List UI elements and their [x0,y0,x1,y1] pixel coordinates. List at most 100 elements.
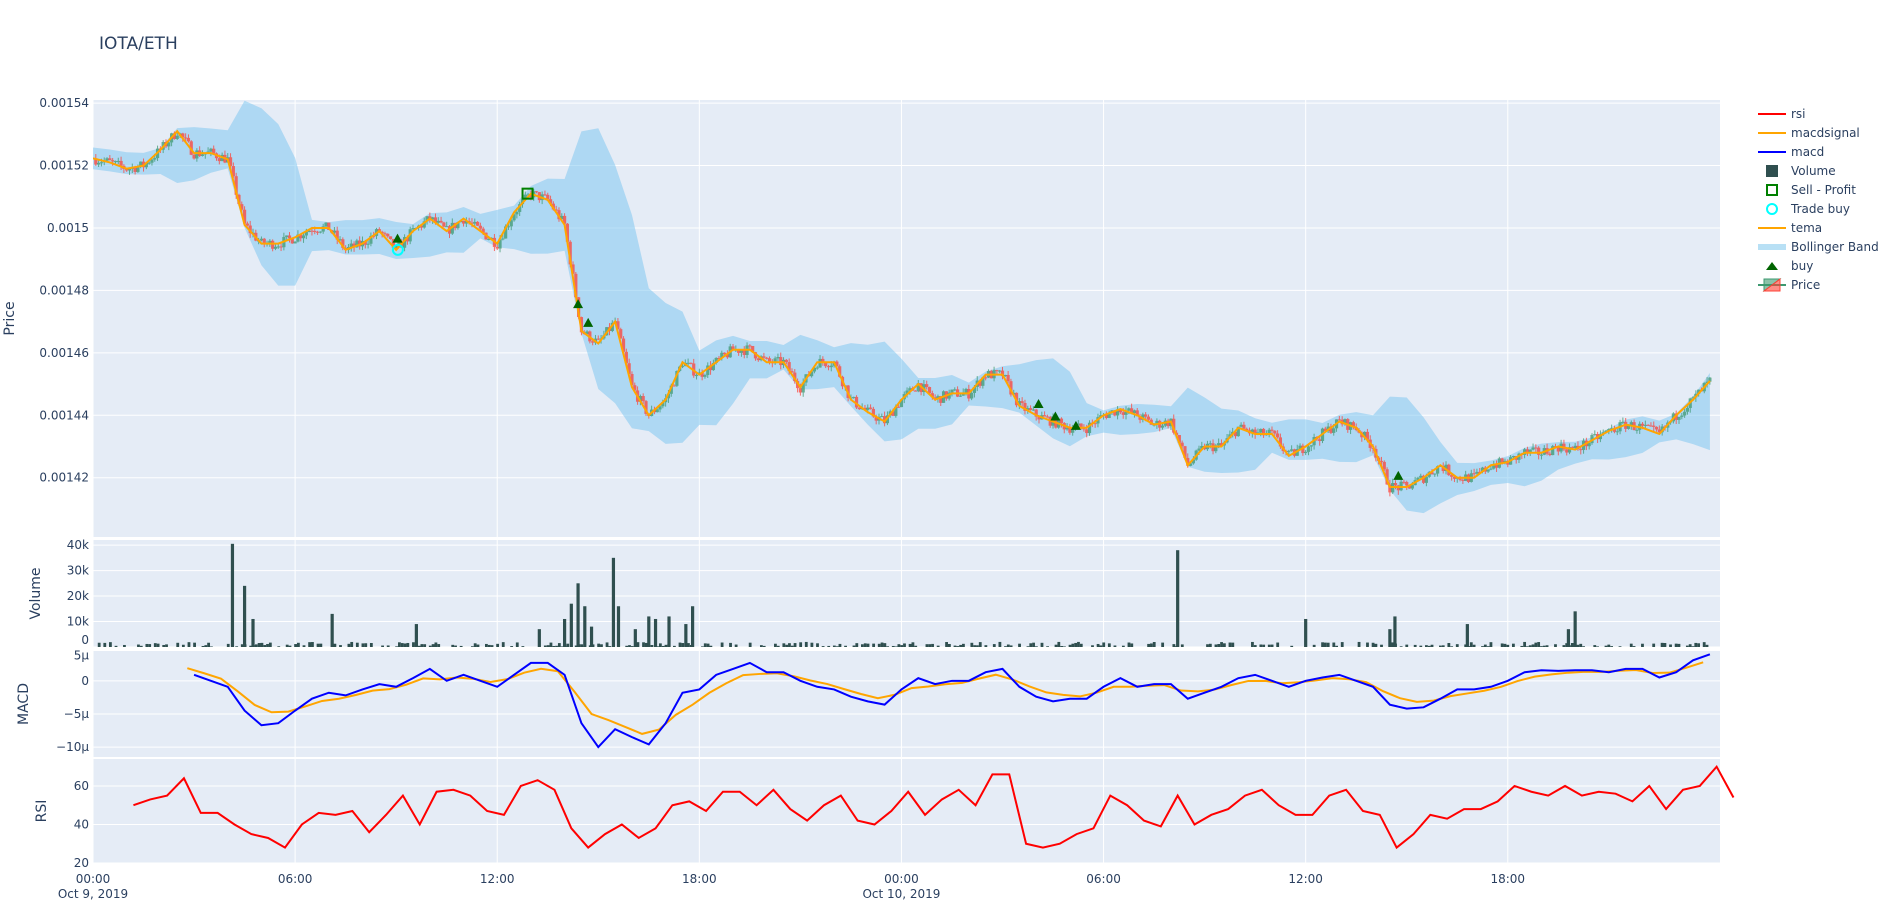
legend-label: buy [1791,259,1813,273]
candle [953,387,957,392]
volume-bar [552,645,556,647]
volume-bar [414,624,418,647]
volume-bar [658,643,662,647]
volume-bar [650,645,654,647]
volume-bar [1113,645,1117,647]
candle [641,393,645,405]
volume-bar [395,646,399,647]
legend-label: Trade buy [1790,202,1850,216]
legend-item-macdsignal[interactable]: macdsignal [1758,126,1860,140]
volume-bar [1641,643,1644,647]
volume-bar [201,645,205,647]
candle [1017,398,1021,410]
volume-bar [431,644,435,647]
volume-bar [970,642,974,647]
macd-y-tick-label: 0 [81,674,89,688]
candle [478,222,482,231]
legend-item-price[interactable]: Price [1758,278,1820,292]
legend-item-macd[interactable]: macd [1758,145,1824,159]
volume-bar [1270,644,1274,647]
volume-bar [1253,645,1257,647]
volume-bar [364,643,368,647]
rsi-y-tick-label: 40 [74,817,89,831]
candle [756,357,760,362]
volume-bar [1276,642,1280,647]
candle [1654,426,1659,432]
candle [1000,366,1005,380]
volume-bar [1413,644,1417,647]
x-tick-label: 18:00 [1490,872,1525,886]
candle [301,233,306,243]
volume-bar [1323,642,1327,647]
volume-bar [861,644,864,647]
candle [706,362,710,378]
legend-item-tema[interactable]: tema [1758,221,1822,235]
volume-bar [877,643,881,647]
volume-bar [403,643,407,647]
volume-bar [1500,643,1504,647]
candle [1104,411,1108,420]
macd-axis-title: MACD [16,683,32,725]
volume-bar [1528,645,1532,647]
tema-line [93,129,1711,489]
volume-bar [1228,642,1232,647]
legend-item-sell-profit[interactable]: Sell - Profit [1766,183,1856,197]
volume-y-tick-label: 0 [81,633,89,647]
volume-bar [759,645,763,647]
rsi-y-tick-label: 60 [74,779,89,793]
volume-bar [288,645,292,647]
volume-bar [1006,644,1010,647]
candle [113,160,118,164]
volume-bar [1046,646,1049,647]
volume-bar [454,645,457,647]
volume-bar [580,644,584,647]
legend-item-bollinger-band[interactable]: Bollinger Band [1758,240,1879,254]
volume-bar [1691,646,1695,647]
legend-item-buy[interactable]: buy [1766,259,1813,273]
candle [445,221,449,228]
volume-bar [515,642,519,647]
volume-bar [1542,645,1546,647]
volume-bar [355,642,359,647]
candle [596,335,600,341]
candle [857,407,861,410]
volume-bar [1582,646,1585,647]
legend-item-trade-buy[interactable]: Trade buy [1766,202,1850,216]
candle [318,231,322,234]
legend-item-volume[interactable]: Volume [1766,164,1836,178]
x-tick-label: 12:00 [1288,872,1323,886]
volume-bar [148,644,152,647]
volume-axis-title: Volume [28,567,44,619]
volume-bar [417,645,421,647]
candle [209,147,213,157]
candle [1649,422,1653,427]
legend-label: Sell - Profit [1791,183,1856,197]
volume-bar [799,642,803,647]
volume-bar [1107,643,1111,647]
candle [708,361,713,375]
volume-bar [684,624,688,647]
volume-bar [1419,645,1423,647]
volume-bar [976,645,979,647]
candle [815,365,819,370]
legend-item-rsi[interactable]: rsi [1758,107,1806,121]
volume-bar [1506,644,1510,647]
volume-bar [398,642,401,647]
candle [1045,414,1050,418]
candle [231,162,235,179]
candle [619,327,623,339]
volume-bar [734,644,738,647]
volume-bar [369,643,373,647]
candle [167,140,171,151]
volume-bar [872,643,876,647]
volume-y-tick-label: 20k [67,589,89,603]
rsi-line [133,764,1735,850]
volume-bar [1450,646,1454,647]
candle [108,155,112,161]
volume-bar [1009,645,1013,647]
volume-bar [653,618,658,647]
macd-y-tick-label: −10µ [56,740,89,754]
sell-profit-marker [521,187,534,200]
volume-bar [476,644,480,647]
candle [1287,449,1291,456]
